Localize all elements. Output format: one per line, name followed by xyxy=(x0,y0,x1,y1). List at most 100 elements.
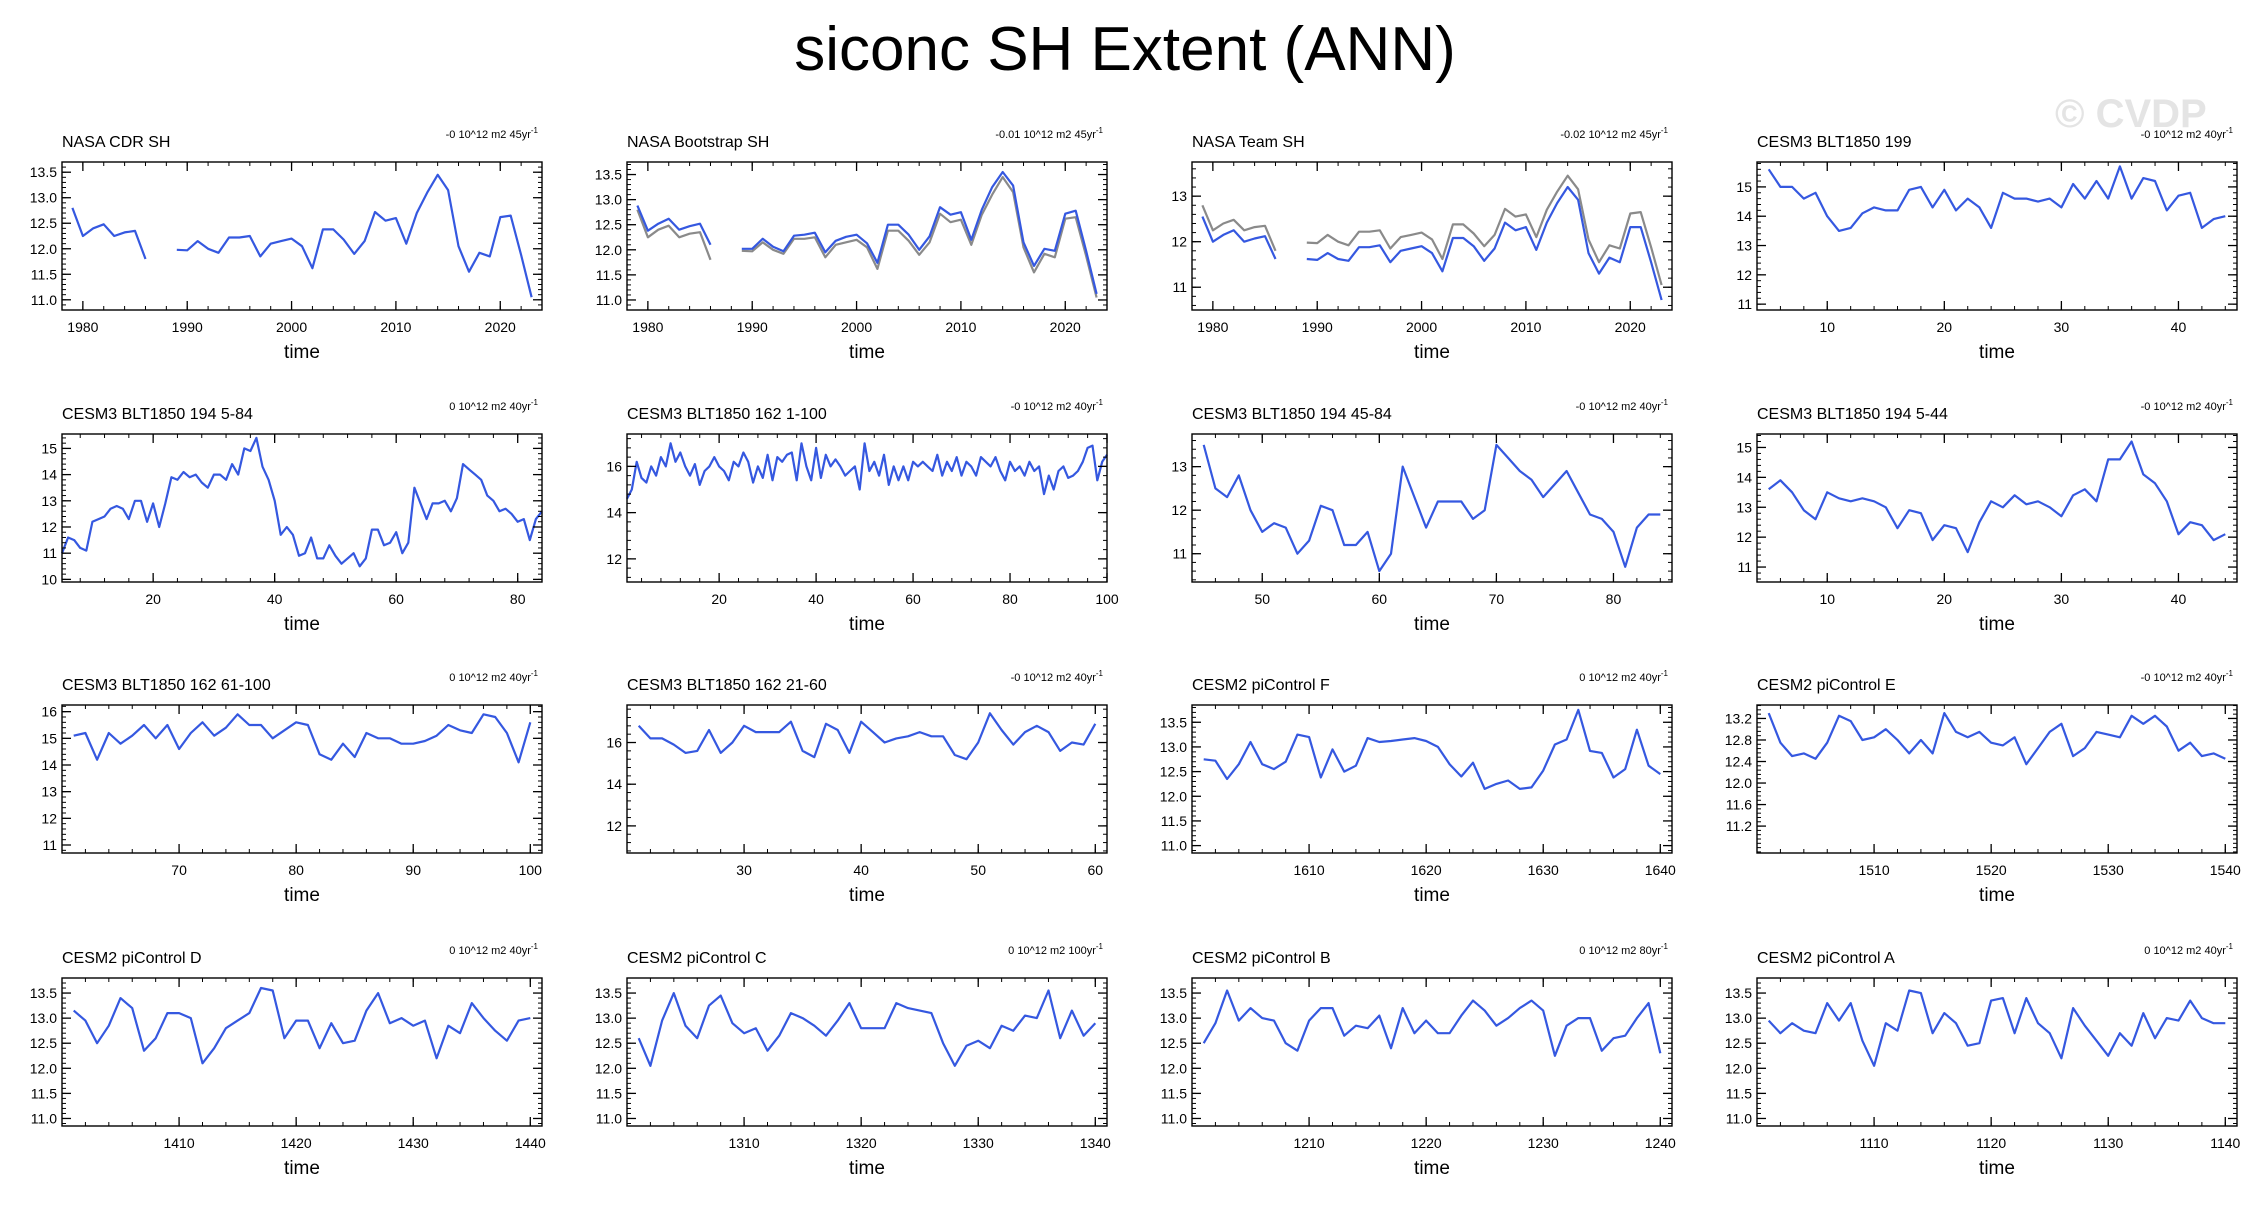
y-tick-label: 11 xyxy=(42,545,57,561)
y-tick-label: 13 xyxy=(1736,499,1752,515)
x-tick-label: 1140 xyxy=(2210,1135,2240,1151)
trend-label: 0 10^12 m2 80yr-1 xyxy=(1579,942,1668,957)
x-tick-label: 50 xyxy=(1254,591,1270,607)
x-tick-label: 20 xyxy=(1937,591,1953,607)
x-tick-label: 1320 xyxy=(846,1135,877,1151)
x-tick-label: 70 xyxy=(1489,591,1505,607)
y-tick-label: 13 xyxy=(41,784,57,800)
y-tick-label: 14 xyxy=(1736,208,1752,224)
x-tick-label: 2020 xyxy=(1615,319,1646,335)
chart-title: CESM2 piControl E xyxy=(1757,677,1896,694)
x-tick-label: 70 xyxy=(171,862,187,878)
y-tick-label: 15 xyxy=(41,440,57,456)
x-axis-label: time xyxy=(1979,885,2015,906)
plot-frame xyxy=(61,161,543,311)
y-tick-label: 12.0 xyxy=(595,242,622,258)
x-tick-label: 1530 xyxy=(2093,862,2124,878)
y-tick-label: 13 xyxy=(1736,238,1752,254)
chart-title: NASA Team SH xyxy=(1192,134,1305,151)
x-tick-label: 1240 xyxy=(1645,1135,1676,1151)
series-line xyxy=(71,207,147,260)
y-tick-label: 11.5 xyxy=(596,267,622,283)
y-tick-label: 11 xyxy=(1737,296,1752,312)
plot-frame xyxy=(1191,704,1673,854)
x-axis-label: time xyxy=(284,885,320,906)
series-line xyxy=(73,713,532,764)
series-line xyxy=(1203,708,1661,791)
y-tick-label: 11 xyxy=(42,837,57,853)
series-line xyxy=(1767,165,2226,232)
x-tick-label: 1340 xyxy=(1080,1135,1111,1151)
chart-panel: NASA Bootstrap SH -0.01 10^12 m2 45yr-1 11… xyxy=(595,126,1108,363)
x-axis-label: time xyxy=(1979,342,2015,363)
y-tick-label: 12.0 xyxy=(1725,775,1752,791)
series-line xyxy=(60,436,543,568)
x-tick-label: 1610 xyxy=(1293,862,1324,878)
y-tick-label: 11.5 xyxy=(1726,1085,1752,1101)
y-tick-label: 11.0 xyxy=(1161,838,1187,854)
x-axis-label: time xyxy=(849,614,885,635)
y-tick-label: 13.5 xyxy=(595,167,622,183)
y-tick-label: 12 xyxy=(606,818,622,834)
y-tick-label: 12 xyxy=(41,810,57,826)
y-tick-label: 13.5 xyxy=(1160,714,1187,730)
y-tick-label: 10 xyxy=(41,571,57,587)
y-tick-label: 12.0 xyxy=(30,241,57,257)
series-line xyxy=(626,442,1108,500)
y-tick-label: 11.0 xyxy=(596,292,622,308)
x-axis-label: time xyxy=(1414,614,1450,635)
chart-panel: CESM2 piControl E -0 10^12 m2 40yr-1 11.2 1… xyxy=(1725,669,2241,906)
y-tick-label: 11.5 xyxy=(31,1085,57,1101)
series-line xyxy=(741,176,1098,298)
chart-panel: CESM2 piControl C 0 10^12 m2 100yr-1 11.0 1… xyxy=(595,942,1111,1179)
x-tick-label: 60 xyxy=(1088,862,1104,878)
y-tick-label: 11 xyxy=(1172,279,1187,295)
x-tick-label: 1440 xyxy=(515,1135,546,1151)
y-tick-label: 13.0 xyxy=(595,192,622,208)
y-tick-label: 11.0 xyxy=(1726,1110,1752,1126)
y-tick-label: 13.5 xyxy=(595,985,622,1001)
chart-title: CESM3 BLT1850 162 21-60 xyxy=(627,677,827,694)
y-tick-label: 15 xyxy=(41,730,57,746)
series-line xyxy=(637,989,1097,1067)
y-tick-label: 12.0 xyxy=(1160,1060,1187,1076)
chart-title: CESM2 piControl A xyxy=(1757,950,1895,967)
x-tick-label: 10 xyxy=(1819,319,1835,335)
chart-panel: CESM2 piControl B 0 10^12 m2 80yr-1 11.0 11… xyxy=(1160,942,1676,1179)
plot-frame xyxy=(61,977,543,1127)
series-line xyxy=(741,170,1098,295)
x-tick-label: 100 xyxy=(1095,591,1119,607)
chart-panel: CESM2 piControl A 0 10^12 m2 40yr-1 11.0 11… xyxy=(1725,942,2241,1179)
y-tick-label: 11.0 xyxy=(1161,1110,1187,1126)
trend-label: 0 10^12 m2 100yr-1 xyxy=(1008,942,1103,957)
y-tick-label: 11 xyxy=(1172,546,1187,562)
x-tick-label: 1980 xyxy=(632,319,663,335)
y-tick-label: 13.0 xyxy=(595,1010,622,1026)
x-tick-label: 1110 xyxy=(1860,1135,1889,1151)
y-tick-label: 13 xyxy=(41,493,57,509)
y-tick-label: 12.5 xyxy=(1160,1035,1187,1051)
x-tick-label: 100 xyxy=(519,862,543,878)
series-line xyxy=(1201,204,1277,252)
chart-title: CESM2 piControl C xyxy=(627,950,767,967)
y-tick-label: 11.5 xyxy=(1161,1085,1187,1101)
y-tick-label: 13.2 xyxy=(1725,710,1752,726)
x-tick-label: 40 xyxy=(2171,319,2187,335)
y-tick-label: 13.0 xyxy=(1160,1010,1187,1026)
x-axis-label: time xyxy=(284,342,320,363)
y-tick-label: 11.2 xyxy=(1726,818,1752,834)
chart-panel: NASA CDR SH -0 10^12 m2 45yr-1 11.0 11.5 12.… xyxy=(30,126,543,363)
y-tick-label: 12.5 xyxy=(30,215,57,231)
chart-panel: CESM3 BLT1850 194 5-44 -0 10^12 m2 40yr-1… xyxy=(1736,398,2238,635)
x-tick-label: 80 xyxy=(510,591,526,607)
x-tick-label: 20 xyxy=(711,591,727,607)
x-axis-label: time xyxy=(1979,1158,2015,1179)
x-tick-label: 1410 xyxy=(163,1135,194,1151)
y-tick-label: 15 xyxy=(1736,179,1752,195)
chart-title: CESM3 BLT1850 162 1-100 xyxy=(627,406,827,423)
x-tick-label: 40 xyxy=(267,591,283,607)
x-tick-label: 1310 xyxy=(728,1135,759,1151)
chart-title: CESM3 BLT1850 162 61-100 xyxy=(62,677,271,694)
y-tick-label: 11.5 xyxy=(31,266,57,282)
